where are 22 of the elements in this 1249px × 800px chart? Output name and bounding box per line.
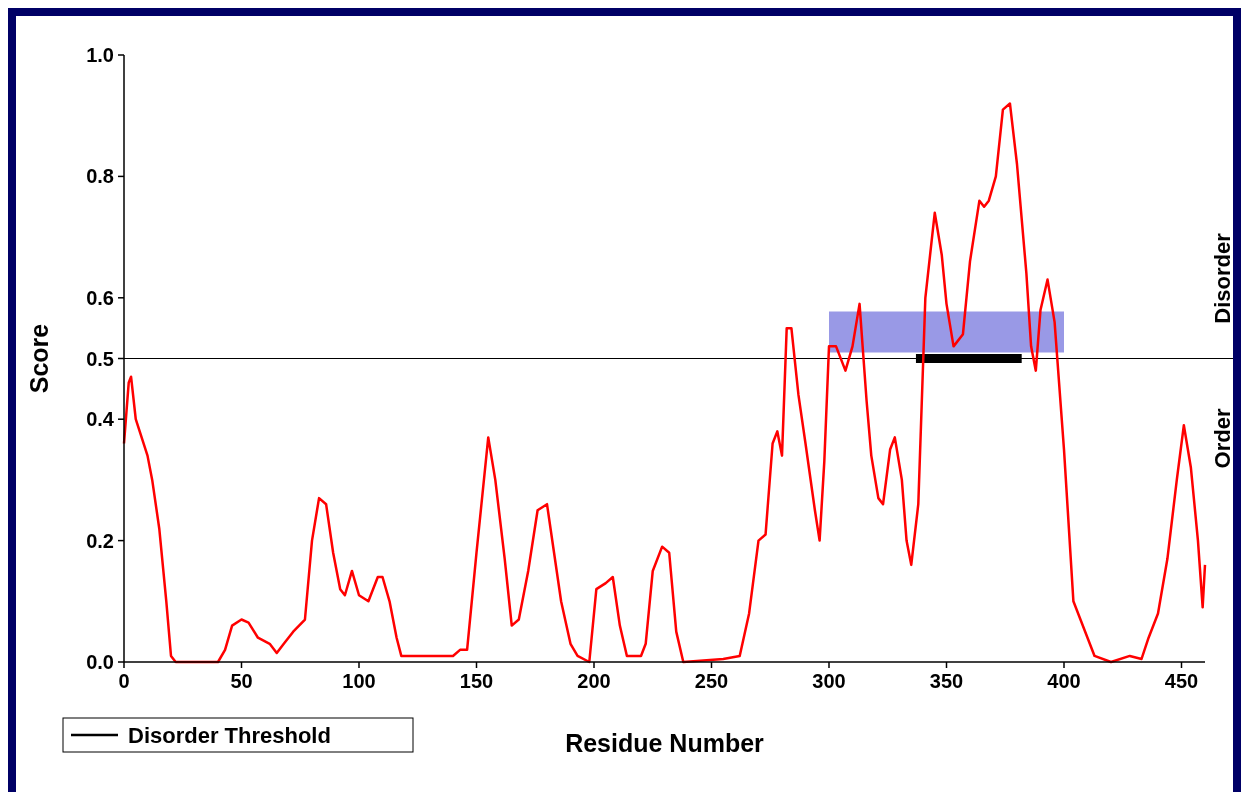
x-tick-label: 100 <box>342 670 376 692</box>
x-tick-label: 50 <box>230 670 253 692</box>
x-tick-label: 350 <box>929 670 964 692</box>
x-tick-label: 450 <box>1164 670 1199 692</box>
x-tick-label: 0 <box>118 670 130 692</box>
y-tick-label: 0.0 <box>86 651 114 673</box>
x-tick-label: 400 <box>1047 670 1081 692</box>
y-tick-label: 0.4 <box>86 408 115 431</box>
x-axis-title: Residue Number <box>565 729 765 757</box>
y-tick-label: 0.5 <box>86 347 114 370</box>
text: Order <box>1210 408 1235 469</box>
x-tick-label: 200 <box>577 670 611 692</box>
y-tick-label: 1.0 <box>86 44 114 66</box>
x-tick-label: 150 <box>459 670 494 692</box>
y-tick-label: 0.8 <box>86 165 114 188</box>
y-tick-label: 0.2 <box>86 529 114 552</box>
y-tick-label: 0.6 <box>86 286 114 309</box>
y-axis-title: Score <box>25 323 53 394</box>
legend-label: Disorder Threshold <box>128 722 331 748</box>
text: Disorder <box>1210 232 1235 324</box>
x-tick-label: 250 <box>694 670 729 692</box>
x-tick-label: 300 <box>812 670 846 692</box>
